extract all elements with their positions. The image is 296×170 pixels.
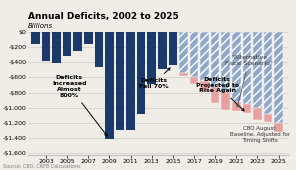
Bar (126, 32, 135, 130)
Bar (232, 102, 241, 111)
Bar (147, 32, 156, 83)
Bar (242, 104, 251, 114)
Bar (31, 32, 40, 44)
Bar (73, 32, 82, 51)
Bar (116, 32, 124, 130)
Bar (84, 32, 93, 44)
Text: Source: CBO, CRFB Calculations: Source: CBO, CRFB Calculations (3, 163, 81, 168)
Text: Deficits
Fell 70%: Deficits Fell 70% (139, 68, 170, 89)
Bar (232, 32, 241, 102)
Bar (179, 73, 188, 75)
Bar (221, 32, 230, 92)
Bar (200, 32, 209, 81)
Bar (211, 87, 220, 103)
Bar (264, 32, 272, 114)
Text: Deficits
Increased
Almost
800%: Deficits Increased Almost 800% (52, 75, 107, 136)
Bar (253, 108, 262, 120)
Bar (63, 32, 72, 56)
Bar (190, 32, 198, 77)
Bar (274, 123, 283, 132)
Bar (42, 32, 50, 61)
Text: "Alternative
Fiscal Scenario": "Alternative Fiscal Scenario" (225, 55, 273, 107)
Bar (168, 32, 177, 65)
Text: Annual Deficits, 2002 to 2025: Annual Deficits, 2002 to 2025 (28, 12, 179, 21)
Bar (242, 32, 251, 104)
Bar (105, 32, 114, 139)
Bar (94, 32, 103, 67)
Bar (253, 32, 262, 108)
Text: CBO August
Baseline, Adjusted for
Timing Shifts: CBO August Baseline, Adjusted for Timing… (229, 126, 289, 142)
Text: Billions: Billions (28, 23, 53, 29)
Bar (211, 32, 220, 87)
Bar (190, 77, 198, 83)
Bar (158, 32, 167, 69)
Bar (264, 114, 272, 122)
Bar (179, 32, 188, 73)
Bar (137, 32, 146, 114)
Bar (200, 81, 209, 91)
Bar (274, 32, 283, 123)
Bar (221, 92, 230, 110)
Bar (52, 32, 61, 63)
Text: Deficits
Projected to
Rise Again: Deficits Projected to Rise Again (196, 77, 244, 111)
